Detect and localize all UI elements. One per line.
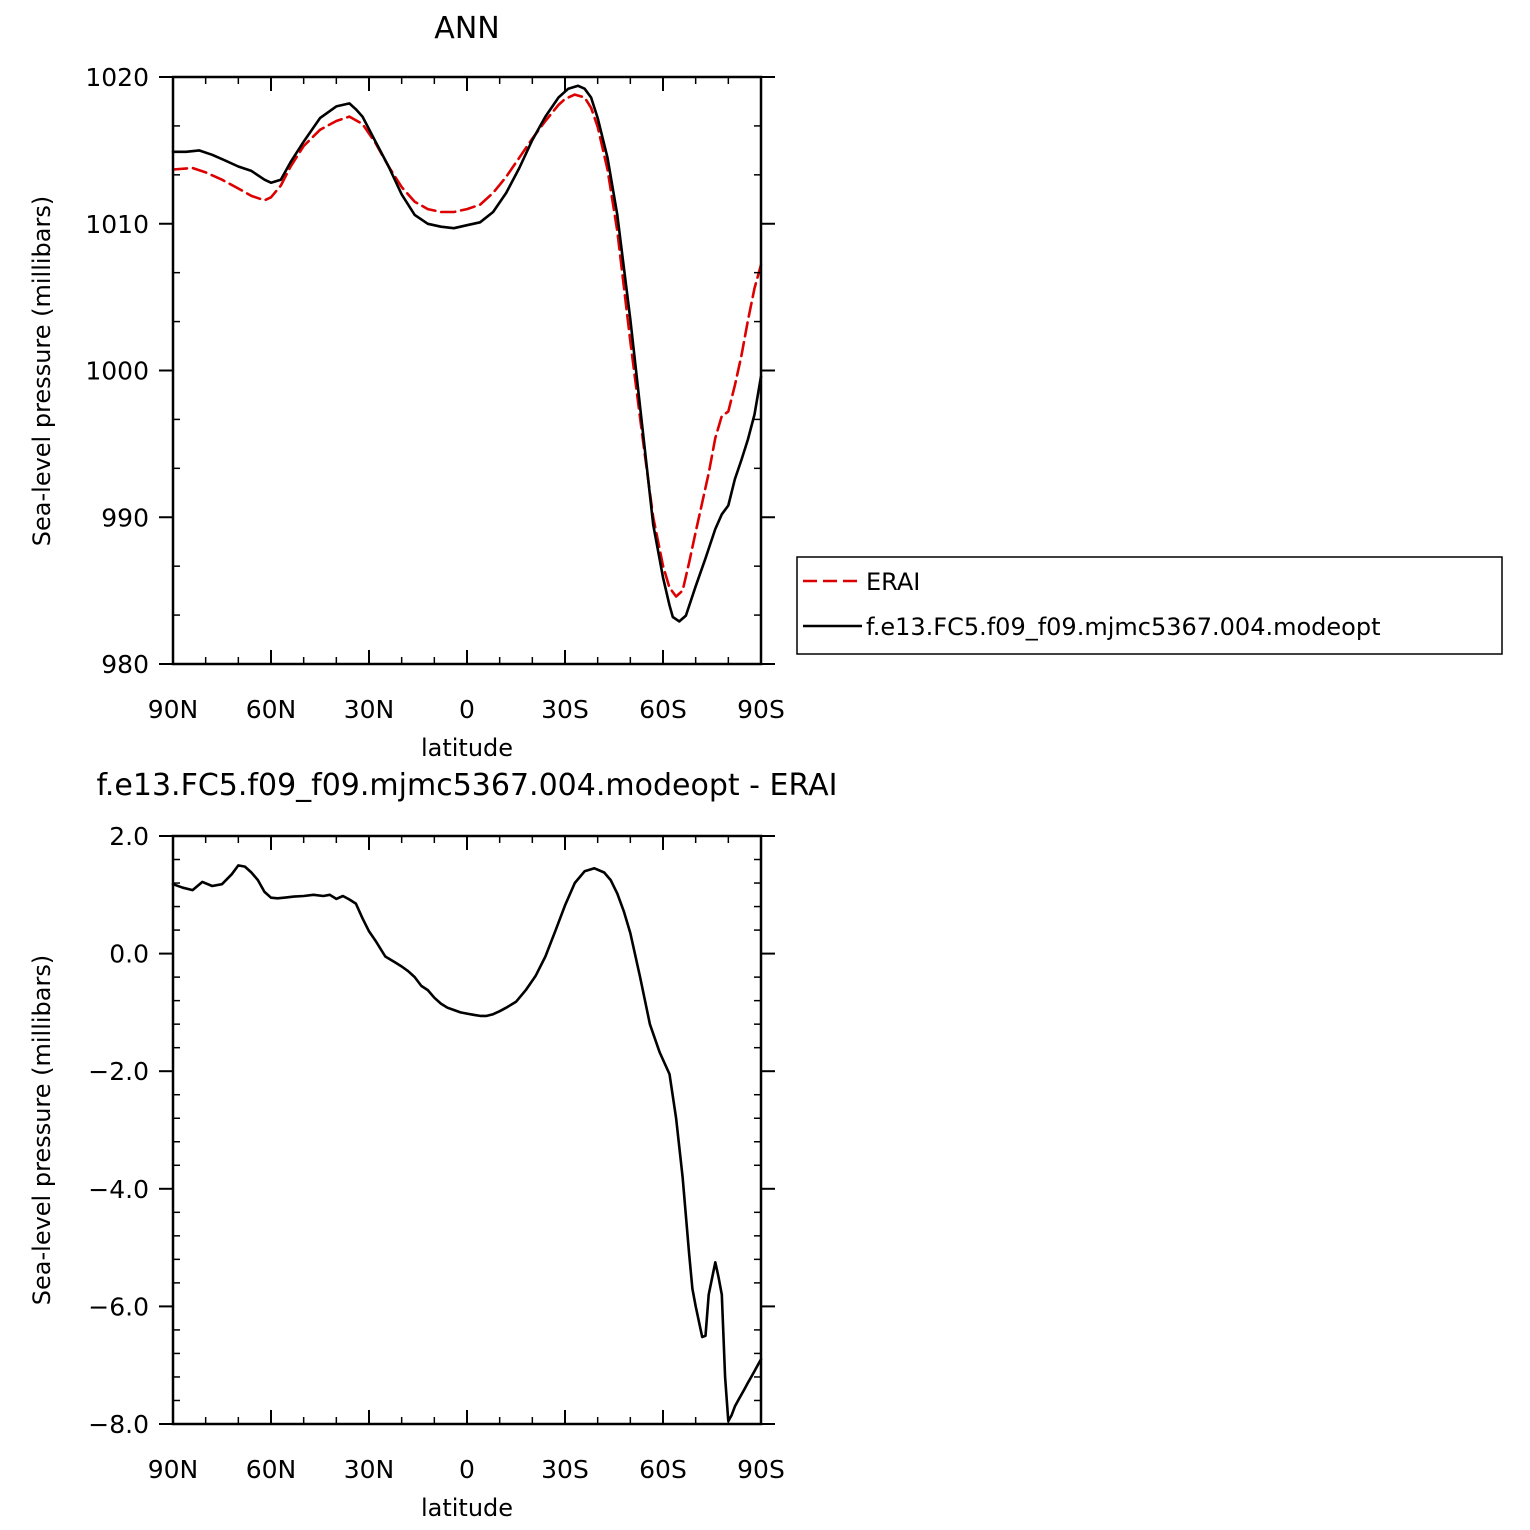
chart-title: ANN [434,11,499,46]
model-series-line [171,84,763,623]
legend-label-erai: ERAI [866,568,920,596]
chart-title: f.e13.FC5.f09_f09.mjmc5367.004.modeopt -… [97,768,838,803]
x-tick-label: 30N [344,695,395,724]
x-tick-label: 30N [344,1455,395,1484]
x-axis-label: latitude [421,734,513,762]
legend: ERAI f.e13.FC5.f09_f09.mjmc5367.004.mode… [796,556,1503,655]
y-tick-label: 1020 [85,63,149,92]
y-axis-label: Sea-level pressure (millibars) [28,955,56,1305]
erai-series-line [171,93,763,598]
x-tick-label: 60S [639,695,687,724]
y-axis-label: Sea-level pressure (millibars) [28,196,56,546]
y-tick-label: −2.0 [88,1057,149,1086]
y-tick-label: 990 [101,503,149,532]
plot-frame [171,834,763,1426]
x-tick-label: 90N [148,695,199,724]
legend-box [796,556,1503,655]
x-tick-label: 90S [737,1455,785,1484]
legend-label-model: f.e13.FC5.f09_f09.mjmc5367.004.modeopt [866,613,1381,641]
y-tick-label: −8.0 [88,1410,149,1439]
y-tick-label: −4.0 [88,1175,149,1204]
y-tick-label: 1010 [85,210,149,239]
x-tick-label: 0 [459,1455,475,1484]
x-tick-label: 30S [541,1455,589,1484]
y-tick-label: 980 [101,650,149,679]
x-tick-label: 90S [737,695,785,724]
plot-frame [171,75,763,666]
sea-level-pressure-panel: ANN 90N 60N 30N 0 30S 60S 90S 980 990 1000 1010 102… [28,11,1503,762]
difference-series-line [171,864,763,1423]
x-tick-label: 60S [639,1455,687,1484]
x-tick-label: 60N [246,695,297,724]
x-tick-label: 0 [459,695,475,724]
y-tick-label: 0.0 [109,940,149,969]
difference-panel: f.e13.FC5.f09_f09.mjmc5367.004.modeopt -… [28,768,837,1522]
x-axis-label: latitude [421,1494,513,1522]
y-tick-label: 2.0 [109,822,149,851]
x-tick-label: 90N [148,1455,199,1484]
y-tick-label: 1000 [85,357,149,386]
x-tick-label: 60N [246,1455,297,1484]
x-tick-label: 30S [541,695,589,724]
y-tick-label: −6.0 [88,1292,149,1321]
